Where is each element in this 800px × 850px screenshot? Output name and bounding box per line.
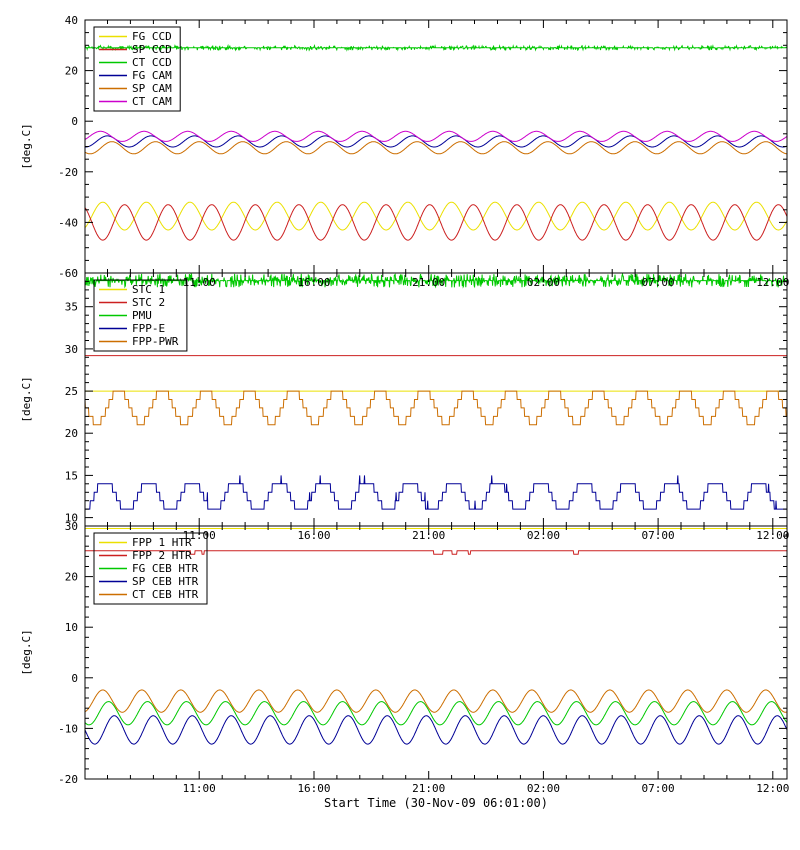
legend-label: SP CEB HTR	[132, 575, 199, 588]
y-tick-label: 35	[65, 301, 78, 314]
legend-box	[93, 532, 208, 605]
x-tick-label: 11:00	[183, 276, 216, 289]
panel-3-series	[85, 528, 787, 745]
series-ct-cam	[85, 130, 787, 142]
legend-box	[93, 279, 188, 352]
x-tick-label: 21:00	[412, 276, 445, 289]
y-tick-label: 0	[71, 115, 78, 128]
legend-label: FG CEB HTR	[132, 562, 199, 575]
legend-item-fpp-1-htr: FPP 1 HTR	[99, 536, 192, 549]
series-fg-ceb-htr	[85, 701, 787, 726]
y-tick-label: -40	[58, 216, 78, 229]
legend-item-sp-cam: SP CAM	[99, 82, 172, 95]
y-axis-title: [deg.C]	[20, 376, 33, 422]
series-fpp-e	[85, 475, 787, 510]
series-ct-ceb-htr	[85, 689, 787, 713]
y-tick-label: 10	[65, 512, 78, 525]
series-fpp-2-htr	[85, 550, 787, 555]
legend-item-ct-ceb-htr: CT CEB HTR	[99, 588, 199, 601]
y-tick-label: 10	[65, 621, 78, 634]
y-tick-label: 0	[71, 672, 78, 685]
legend-item-ct-cam: CT CAM	[99, 95, 172, 108]
legend-item-sp-ccd: SP CCD	[99, 43, 172, 56]
legend-label: FG CAM	[132, 69, 172, 82]
x-tick-label: 16:00	[297, 529, 330, 542]
legend-label: FPP-E	[132, 322, 165, 335]
legend-item-fpp-e: FPP-E	[99, 322, 165, 335]
x-tick-label: 21:00	[412, 782, 445, 795]
legend-label: CT CAM	[132, 95, 172, 108]
legend-label: FG CCD	[132, 30, 172, 43]
x-tick-label: 12:00	[756, 276, 789, 289]
series-sp-ceb-htr	[85, 715, 787, 745]
legend-label: FPP-PWR	[132, 335, 179, 348]
x-tick-label: 11:00	[183, 529, 216, 542]
legend-label: PMU	[132, 309, 152, 322]
legend-item-ct-ccd: CT CCD	[99, 56, 172, 69]
series-pmu	[85, 273, 787, 289]
y-tick-label: 40	[65, 14, 78, 27]
panel-3-border	[84, 525, 788, 780]
legend-item-stc-2: STC 2	[99, 296, 165, 309]
x-axis-labels: 11:00 16:00 21:00 02:00 07:00 12:00 11:00 16:00…	[183, 276, 790, 810]
legend-label: CT CCD	[132, 56, 172, 69]
y-tick-label: 20	[65, 65, 78, 78]
legend-item-fpp-2-htr: FPP 2 HTR	[99, 549, 192, 562]
x-tick-label: 12:00	[756, 782, 789, 795]
x-tick-label: 16:00	[297, 782, 330, 795]
legend-box	[93, 26, 181, 112]
legend-label: SP CAM	[132, 82, 172, 95]
y-axis-title: [deg.C]	[20, 123, 33, 169]
y-tick-label: 25	[65, 385, 78, 398]
legend-item-fg-ceb-htr: FG CEB HTR	[99, 562, 199, 575]
x-tick-label: 02:00	[527, 529, 560, 542]
y-tick-label: -60	[58, 267, 78, 280]
legend-label: STC 2	[132, 296, 165, 309]
x-tick-label: 12:00	[756, 529, 789, 542]
x-tick-label: 07:00	[642, 529, 675, 542]
x-tick-label: 21:00	[412, 529, 445, 542]
x-axis-title: Start Time (30-Nov-09 06:01:00)	[324, 796, 548, 810]
y-tick-label: -10	[58, 722, 78, 735]
legend-label: SP CCD	[132, 43, 172, 56]
x-tick-label: 02:00	[527, 782, 560, 795]
y-tick-label: 30	[65, 520, 78, 533]
x-tick-label: 07:00	[642, 782, 675, 795]
legend-item-stc-1: STC 1	[99, 283, 165, 296]
panel-1-series	[85, 43, 787, 241]
x-tick-label: 11:00	[183, 782, 216, 795]
series-sp-ccd	[85, 204, 787, 241]
y-tick-label: 15	[65, 469, 78, 482]
x-tick-label: 07:00	[642, 276, 675, 289]
x-tick-label: 16:00	[297, 276, 330, 289]
y-tick-label: -20	[58, 773, 78, 786]
legend-item-fg-ccd: FG CCD	[99, 30, 172, 43]
legend-item-sp-ceb-htr: SP CEB HTR	[99, 575, 199, 588]
legend-item-fpp-pwr: FPP-PWR	[99, 335, 179, 348]
y-axis-title: [deg.C]	[20, 629, 33, 675]
x-tick-label: 02:00	[527, 276, 560, 289]
legend-item-pmu: PMU	[99, 309, 152, 322]
legend-label: CT CEB HTR	[132, 588, 199, 601]
series-ct-ccd	[85, 43, 787, 52]
series-fpp-pwr	[85, 390, 787, 426]
y-tick-label: 30	[65, 343, 78, 356]
y-tick-label: 20	[65, 427, 78, 440]
legend-label: FPP 2 HTR	[132, 549, 192, 562]
legend-label: FPP 1 HTR	[132, 536, 192, 549]
y-tick-label: -20	[58, 166, 78, 179]
legend-item-fg-cam: FG CAM	[99, 69, 172, 82]
y-tick-label: 20	[65, 571, 78, 584]
legend-label: STC 1	[132, 283, 165, 296]
series-sp-cam	[85, 141, 787, 155]
panel-2-series	[85, 273, 787, 510]
